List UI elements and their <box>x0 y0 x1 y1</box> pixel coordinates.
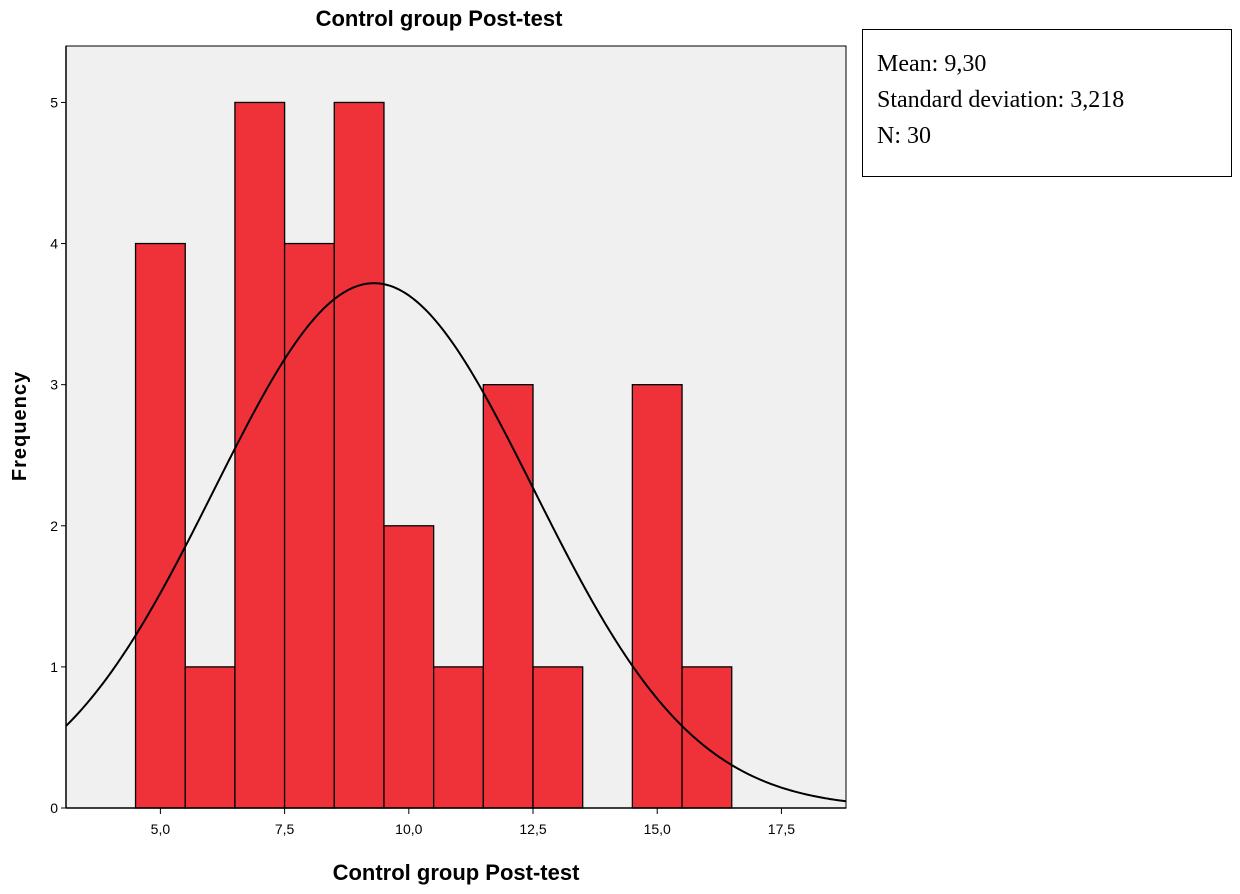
y-tick-label: 0 <box>50 800 58 816</box>
y-tick-label: 3 <box>50 377 58 393</box>
normal-curve-line <box>65 282 847 803</box>
n-value: N: 30 <box>877 123 931 149</box>
histogram-bar <box>383 525 435 809</box>
histogram-bar <box>681 666 733 809</box>
histogram-bar <box>234 101 286 809</box>
x-tick-label: 17,5 <box>768 821 795 837</box>
y-tick-label: 4 <box>50 236 58 252</box>
y-tick-label: 2 <box>50 518 58 534</box>
x-axis-label: Control group Post-test <box>333 860 581 885</box>
y-axis-label: Frequency <box>9 371 31 481</box>
x-tick-label: 7,5 <box>275 821 295 837</box>
chart-title: Control group Post-test <box>316 6 564 31</box>
histogram-bar <box>482 384 534 809</box>
normal-curve-group <box>65 282 847 803</box>
histogram-bar <box>631 384 683 809</box>
mean-value: Mean: 9,30 <box>877 51 987 77</box>
x-tick-label: 10,0 <box>395 821 422 837</box>
y-tick-label: 5 <box>50 94 58 110</box>
bars-group <box>134 101 733 809</box>
standard-deviation-value: Standard deviation: 3,218 <box>877 87 1125 113</box>
histogram-chart: Control group Post-test 5,0 7,5 10,0 12,5 15… <box>9 6 847 885</box>
axes-group: 5,0 7,5 10,0 12,5 15,0 17,5 0 1 2 3 4 5 <box>50 46 846 837</box>
histogram-bar <box>134 242 186 809</box>
x-tick-label: 5,0 <box>151 821 171 837</box>
statistics-box: Mean: 9,30 Standard deviation: 3,218 N: … <box>862 29 1232 177</box>
histogram-bar <box>283 242 335 809</box>
x-tick-label: 15,0 <box>644 821 671 837</box>
y-tick-label: 1 <box>50 659 58 675</box>
histogram-bar <box>333 101 385 809</box>
histogram-bar <box>184 666 236 809</box>
histogram-bar <box>432 666 484 809</box>
x-tick-label: 12,5 <box>519 821 546 837</box>
histogram-bar <box>532 666 584 809</box>
